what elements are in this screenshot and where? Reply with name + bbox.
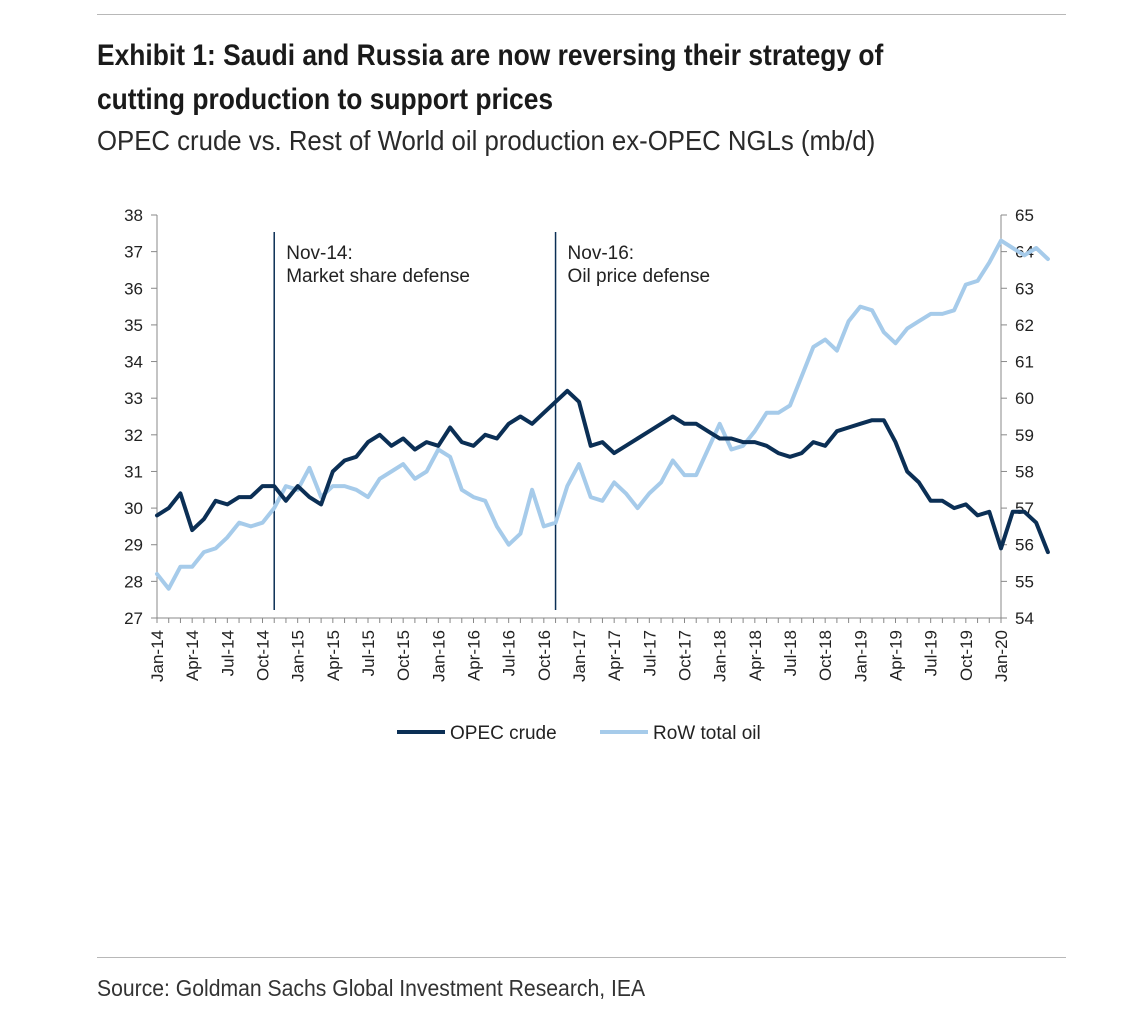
opec-crude-line bbox=[155, 388, 1050, 555]
left-y-tick-label: 30 bbox=[124, 499, 143, 518]
left-y-tick-label: 29 bbox=[124, 536, 143, 555]
left-y-tick-label: 28 bbox=[124, 572, 143, 591]
x-tick-label: Jan-18 bbox=[711, 630, 730, 682]
x-tick-label: Jul-19 bbox=[922, 630, 941, 676]
x-tick-label: Apr-19 bbox=[887, 630, 906, 681]
x-tick-label: Apr-18 bbox=[746, 630, 765, 681]
annotation-label-line-1: Nov-14: bbox=[286, 243, 353, 264]
left-y-tick-label: 32 bbox=[124, 426, 143, 445]
right-y-tick-label: 60 bbox=[1015, 389, 1034, 408]
x-tick-label: Jul-17 bbox=[640, 630, 659, 676]
x-tick-label: Oct-17 bbox=[676, 630, 695, 681]
x-tick-label: Jan-14 bbox=[148, 630, 167, 682]
x-tick-label: Jul-16 bbox=[500, 630, 519, 676]
x-tick-label: Apr-15 bbox=[324, 630, 343, 681]
x-tick-label: Oct-15 bbox=[394, 630, 413, 681]
left-y-tick-label: 34 bbox=[124, 353, 143, 372]
page-subtitle: OPEC crude vs. Rest of World oil product… bbox=[97, 125, 876, 156]
right-y-tick-label: 55 bbox=[1015, 572, 1034, 591]
annotation-label-line-1: Nov-16: bbox=[568, 243, 635, 264]
right-y-tick-label: 57 bbox=[1015, 499, 1034, 518]
x-tick-label: Jan-16 bbox=[429, 630, 448, 682]
top-rule bbox=[97, 14, 1066, 15]
right-y-tick-label: 61 bbox=[1015, 353, 1034, 372]
right-y-tick-label: 59 bbox=[1015, 426, 1034, 445]
right-y-tick-label: 54 bbox=[1015, 609, 1034, 628]
x-tick-label: Oct-16 bbox=[535, 630, 554, 681]
x-tick-label: Jan-20 bbox=[992, 630, 1011, 682]
source-note: Source: Goldman Sachs Global Investment … bbox=[97, 975, 646, 1001]
x-tick-label: Oct-18 bbox=[816, 630, 835, 681]
x-tick-label: Jul-14 bbox=[218, 630, 237, 676]
right-y-tick-label: 56 bbox=[1015, 536, 1034, 555]
left-y-tick-label: 27 bbox=[124, 609, 143, 628]
x-tick-label: Jan-19 bbox=[851, 630, 870, 682]
x-tick-label: Apr-16 bbox=[465, 630, 484, 681]
x-tick-label: Apr-14 bbox=[183, 630, 202, 681]
left-y-tick-label: 33 bbox=[124, 389, 143, 408]
left-y-tick-label: 31 bbox=[124, 462, 143, 481]
legend-label-opec: OPEC crude bbox=[450, 723, 557, 744]
row-total-oil-line bbox=[155, 238, 1050, 591]
x-tick-label: Jul-18 bbox=[781, 630, 800, 676]
x-tick-label: Jan-15 bbox=[289, 630, 308, 682]
right-y-tick-label: 64 bbox=[1015, 243, 1034, 262]
left-y-tick-label: 38 bbox=[124, 206, 143, 225]
annotation-label-line-2: Oil price defense bbox=[568, 266, 711, 287]
bottom-rule bbox=[97, 957, 1066, 958]
title-line-1: Exhibit 1: Saudi and Russia are now reve… bbox=[97, 39, 884, 72]
right-y-tick-label: 65 bbox=[1015, 206, 1034, 225]
x-tick-label: Jan-17 bbox=[570, 630, 589, 682]
title-line-2: cutting production to support prices bbox=[97, 83, 554, 116]
left-y-tick-label: 37 bbox=[124, 243, 143, 262]
annotation-label-line-2: Market share defense bbox=[286, 266, 470, 287]
left-y-tick-label: 36 bbox=[124, 279, 143, 298]
x-tick-label: Apr-17 bbox=[605, 630, 624, 681]
right-y-tick-label: 62 bbox=[1015, 316, 1034, 335]
legend-label-row: RoW total oil bbox=[653, 723, 761, 744]
x-tick-label: Oct-14 bbox=[254, 630, 273, 681]
left-y-tick-label: 35 bbox=[124, 316, 143, 335]
x-tick-label: Oct-19 bbox=[957, 630, 976, 681]
x-tick-label: Jul-15 bbox=[359, 630, 378, 676]
right-y-tick-label: 63 bbox=[1015, 279, 1034, 298]
page-title: Exhibit 1: Saudi and Russia are now reve… bbox=[97, 34, 942, 122]
right-y-tick-label: 58 bbox=[1015, 462, 1034, 481]
